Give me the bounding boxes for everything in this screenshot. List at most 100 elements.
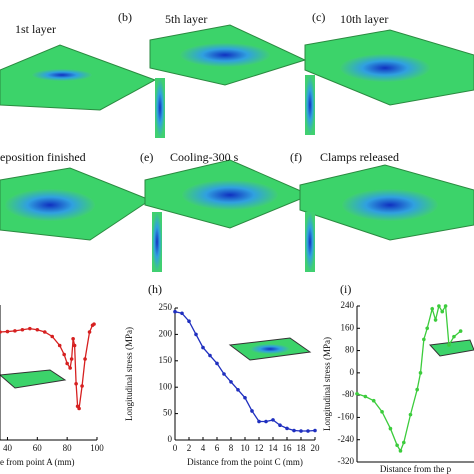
x-tick-label: 20 [311, 443, 321, 453]
fea-panels: 1st layer (b) 5th layer (c) 10th layer e… [0, 10, 474, 272]
x-tick-label: 40 [3, 443, 13, 453]
x-axis-label: Distance from the point C (mm) [187, 457, 303, 467]
data-point [380, 410, 384, 414]
y-tick-label: -240 [338, 434, 355, 444]
stress-zone [342, 189, 438, 221]
y-axis-label: Longitudinal stress (MPa) [322, 337, 332, 431]
inset-plate [428, 339, 474, 357]
data-point [20, 327, 25, 332]
colorbar [152, 212, 162, 272]
data-point [363, 394, 368, 399]
data-point [313, 428, 317, 433]
data-point [395, 443, 399, 448]
data-point [62, 352, 66, 357]
stress-zone [5, 189, 95, 221]
data-point [77, 406, 81, 411]
panel-label: (h) [148, 282, 162, 296]
data-point [243, 395, 247, 400]
data-point [35, 327, 40, 332]
y-tick-label: 160 [341, 322, 355, 332]
data-point [74, 381, 78, 386]
data-point [28, 326, 32, 331]
data-point [13, 329, 17, 333]
data-point [415, 387, 419, 392]
data-point [201, 345, 205, 350]
y-tick-label: -320 [338, 456, 355, 466]
data-point [271, 418, 275, 422]
data-point [236, 388, 240, 392]
inset-stress [250, 344, 290, 354]
x-tick-label: 8 [229, 443, 234, 453]
inset-plate [0, 369, 67, 389]
data-point [208, 353, 212, 358]
x-axis-label: e from point A (mm) [0, 457, 75, 467]
stress-zone [180, 43, 270, 67]
y-tick-label: 250 [159, 302, 173, 312]
panel-caption: 1st layer [15, 22, 56, 36]
data-point [57, 343, 62, 348]
data-point [355, 391, 359, 396]
panel-label: (f) [290, 150, 302, 164]
insets [0, 337, 474, 389]
data-point [440, 309, 445, 314]
data-line [356, 303, 462, 453]
colorbar [305, 75, 315, 135]
data-point [299, 429, 303, 433]
data-point [92, 322, 96, 326]
data-point [215, 361, 219, 366]
panel-caption: Clamps released [320, 150, 399, 164]
y-tick-label: 80 [345, 345, 355, 355]
data-point [422, 337, 426, 342]
x-tick-label: 0 [173, 443, 178, 453]
data-point [0, 330, 2, 334]
data-point [433, 318, 438, 322]
data-point [42, 330, 47, 334]
x-tick-label: 6 [215, 443, 220, 453]
colorbar [305, 212, 315, 272]
data-point [68, 366, 72, 370]
data-point [187, 319, 191, 324]
colorbar [155, 78, 165, 138]
data-point [425, 326, 430, 331]
data-point [402, 440, 406, 445]
data-point [285, 426, 289, 431]
data-line [174, 311, 316, 432]
stress-zone [182, 180, 278, 210]
data-point [306, 429, 310, 433]
data-point [371, 398, 376, 403]
data-point [80, 384, 84, 388]
data-point [430, 306, 435, 311]
panel-caption: 10th layer [340, 12, 388, 26]
data-point [452, 334, 456, 339]
data-point [250, 409, 254, 413]
data-point [83, 357, 87, 361]
stress-zone [32, 69, 92, 81]
data-point [173, 309, 177, 314]
panel-caption: 5th layer [165, 12, 207, 26]
data-point [443, 304, 448, 308]
data-point [398, 449, 403, 453]
data-line [0, 323, 95, 411]
x-tick-label: 100 [90, 443, 104, 453]
x-tick-label: 14 [269, 443, 279, 453]
data-point [69, 357, 74, 361]
data-point [388, 426, 393, 431]
y-tick-label: -160 [338, 411, 355, 421]
panel-label: (i) [340, 282, 351, 296]
data-point [292, 428, 296, 433]
x-tick-label: 10 [241, 443, 251, 453]
panel-label: (c) [312, 10, 325, 24]
y-tick-label: 0 [168, 434, 173, 444]
data-point [257, 419, 261, 424]
y-tick-label: 240 [341, 300, 355, 310]
data-point [65, 361, 69, 366]
data-point [72, 343, 77, 348]
x-tick-label: 80 [63, 443, 73, 453]
panel-caption: Cooling-300 s [170, 150, 239, 164]
y-tick-label: 100 [159, 381, 173, 391]
panel-label: (b) [118, 10, 132, 24]
x-tick-label: 16 [283, 443, 293, 453]
data-point [71, 336, 75, 341]
x-tick-label: 18 [297, 443, 307, 453]
